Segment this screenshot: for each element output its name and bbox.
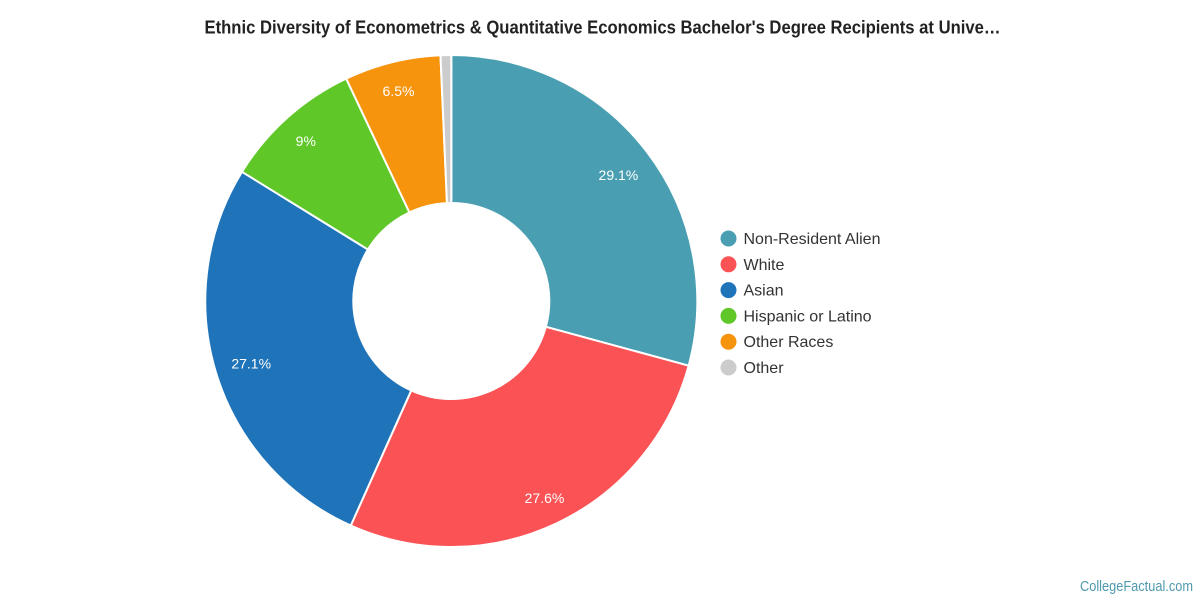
svg-text:29.1%: 29.1% (599, 167, 639, 183)
svg-text:Non-Resident Alien: Non-Resident Alien (744, 231, 881, 248)
svg-text:Asian: Asian (744, 283, 784, 300)
svg-text:Ethnic Diversity of Econometri: Ethnic Diversity of Econometrics & Quant… (205, 17, 1001, 37)
svg-text:9%: 9% (296, 133, 316, 149)
svg-text:White: White (744, 257, 785, 274)
svg-text:27.6%: 27.6% (525, 490, 565, 506)
svg-text:CollegeFactual.com: CollegeFactual.com (1080, 578, 1193, 595)
svg-text:27.1%: 27.1% (231, 356, 271, 372)
svg-text:6.5%: 6.5% (383, 83, 415, 99)
svg-text:Hispanic or Latino: Hispanic or Latino (744, 308, 872, 325)
svg-text:Other: Other (744, 360, 785, 377)
svg-text:Other Races: Other Races (744, 334, 834, 351)
